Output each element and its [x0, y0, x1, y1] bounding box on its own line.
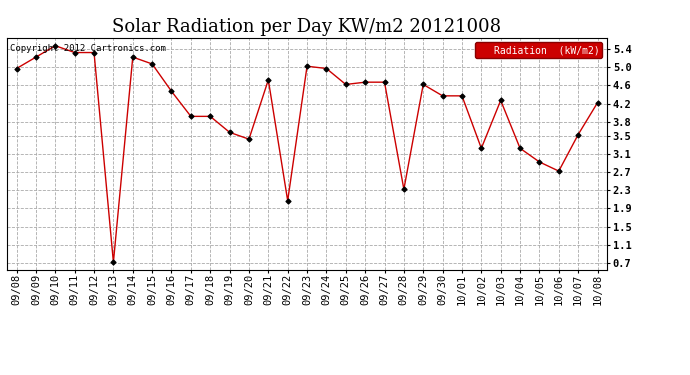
- Point: [340, 81, 351, 87]
- Point: [146, 61, 157, 67]
- Point: [321, 66, 332, 72]
- Point: [457, 93, 468, 99]
- Legend: Radiation  (kW/m2): Radiation (kW/m2): [475, 42, 602, 58]
- Point: [534, 159, 545, 165]
- Point: [437, 93, 448, 99]
- Point: [88, 50, 99, 55]
- Point: [379, 79, 390, 85]
- Title: Solar Radiation per Day KW/m2 20121008: Solar Radiation per Day KW/m2 20121008: [112, 18, 502, 36]
- Point: [282, 198, 293, 204]
- Point: [359, 79, 371, 85]
- Point: [573, 132, 584, 138]
- Point: [417, 81, 428, 87]
- Point: [11, 66, 22, 72]
- Point: [263, 77, 274, 83]
- Text: Copyright 2012 Cartronics.com: Copyright 2012 Cartronics.com: [10, 45, 166, 54]
- Point: [205, 113, 216, 119]
- Point: [108, 259, 119, 265]
- Point: [69, 50, 80, 55]
- Point: [592, 100, 603, 106]
- Point: [186, 113, 197, 119]
- Point: [50, 43, 61, 49]
- Point: [398, 186, 409, 192]
- Point: [302, 63, 313, 69]
- Point: [224, 129, 235, 135]
- Point: [127, 54, 138, 60]
- Point: [30, 54, 41, 60]
- Point: [553, 168, 564, 174]
- Point: [476, 145, 487, 151]
- Point: [495, 98, 506, 104]
- Point: [515, 145, 526, 151]
- Point: [244, 136, 255, 142]
- Point: [166, 88, 177, 94]
